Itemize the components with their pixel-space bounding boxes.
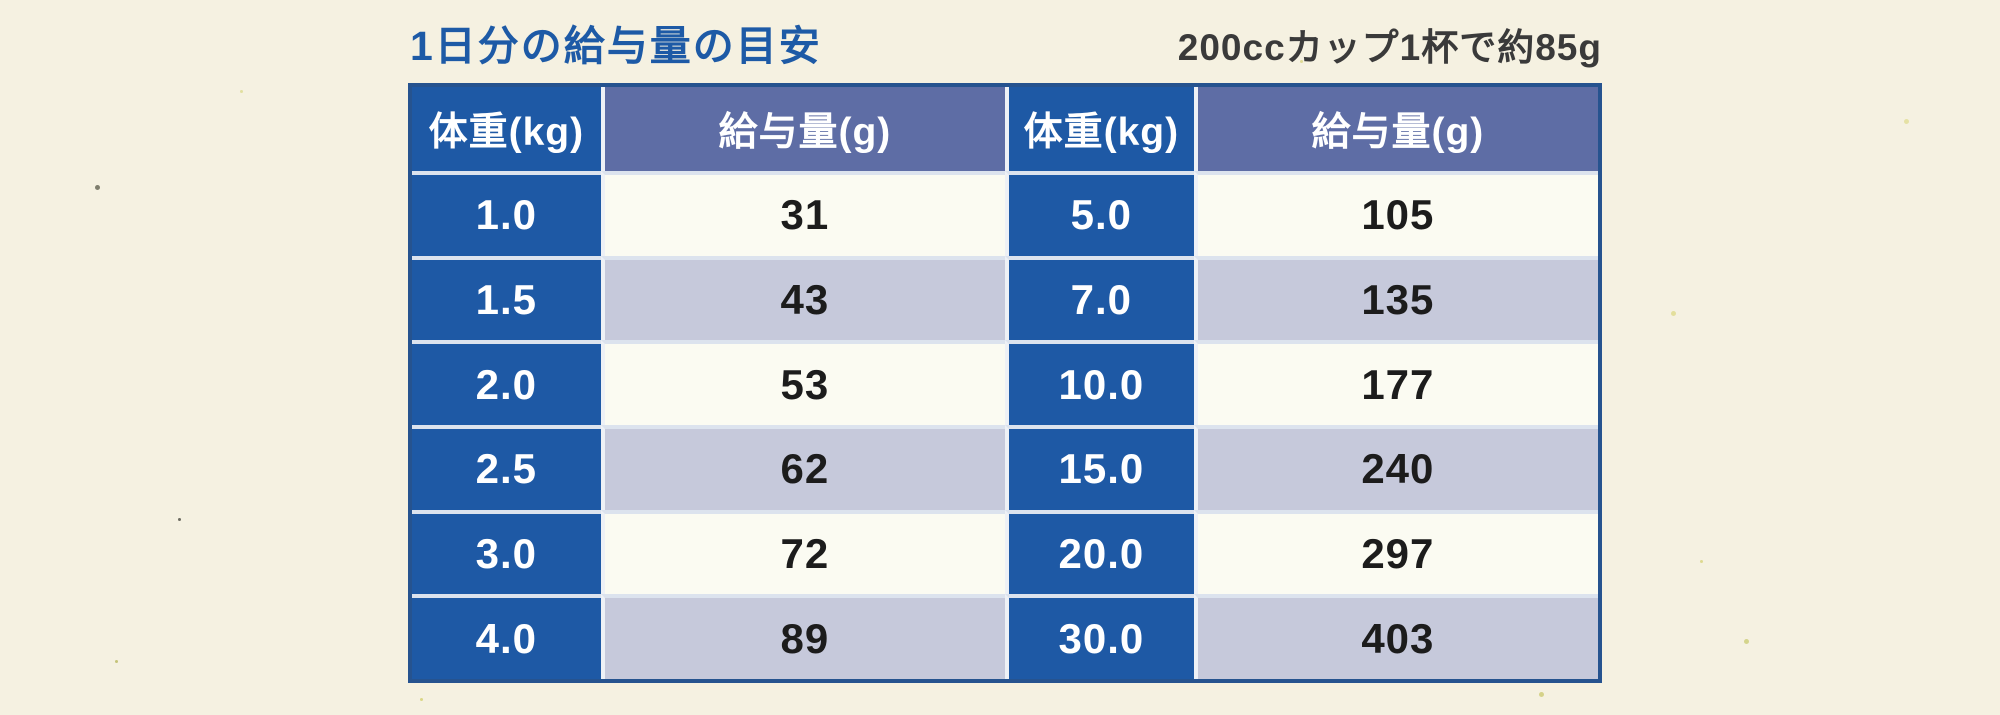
weight-cell: 7.0 [1005,255,1194,341]
amount-cell: 89 [600,594,1005,679]
amount-cell: 43 [600,255,1005,341]
weight-cell: 1.0 [412,171,601,256]
amount-cell: 240 [1193,424,1598,510]
amount-cell: 177 [1193,340,1598,425]
amount-cell: 72 [600,509,1005,595]
amount-cell: 53 [600,340,1005,425]
amount-cell: 403 [1193,594,1598,679]
weight-cell: 1.5 [412,255,601,341]
amount-cell: 297 [1193,509,1598,595]
weight-cell: 20.0 [1005,509,1194,595]
title-row: 1日分の給与量の目安 200ccカップ1杯で約85g [410,12,1602,72]
weight-cell: 5.0 [1005,171,1194,256]
header-amount-g-left: 給与量(g) [600,87,1005,171]
page-title: 1日分の給与量の目安 [410,23,822,69]
header-weight-kg-right: 体重(kg) [1005,87,1194,171]
weight-cell: 3.0 [412,509,601,595]
amount-cell: 105 [1193,171,1598,256]
amount-cell: 135 [1193,255,1598,341]
amount-cell: 31 [600,171,1005,256]
weight-cell: 2.0 [412,340,601,425]
weight-cell: 30.0 [1005,594,1194,679]
weight-cell: 15.0 [1005,424,1194,510]
amount-cell: 62 [600,424,1005,510]
cup-measure-note: 200ccカップ1杯で約85g [1177,27,1602,68]
weight-cell: 2.5 [412,424,601,510]
weight-cell: 4.0 [412,594,601,679]
header-amount-g-right: 給与量(g) [1193,87,1598,171]
weight-cell: 10.0 [1005,340,1194,425]
header-weight-kg-left: 体重(kg) [412,87,601,171]
feeding-table: 体重(kg) 給与量(g) 体重(kg) 給与量(g) 1.0 31 5.0 105 1… [408,83,1602,683]
